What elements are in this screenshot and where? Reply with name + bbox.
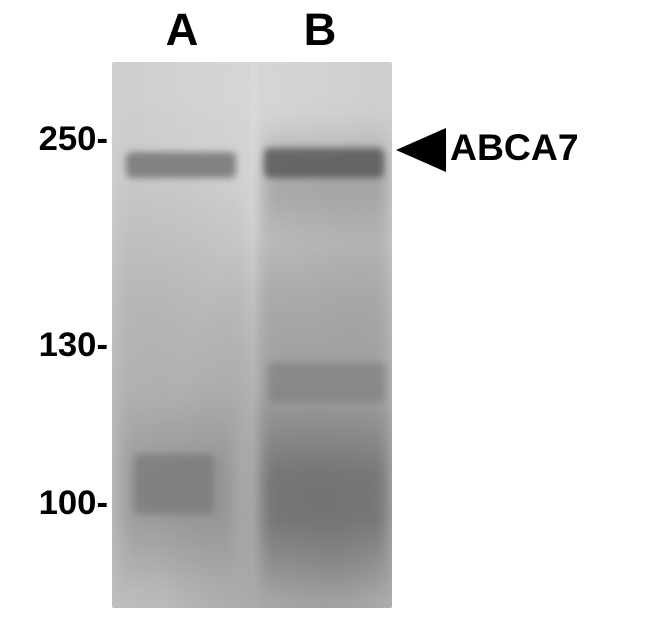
blot-smear: [264, 122, 388, 242]
blot-band: [134, 454, 214, 514]
mw-marker-100: 100-: [39, 484, 108, 523]
target-arrow-icon: [396, 128, 446, 172]
blot-band: [268, 362, 386, 402]
target-label: ABCA7: [450, 126, 579, 169]
lane-label-b: B: [300, 4, 340, 56]
mw-marker-250: 250-: [39, 120, 108, 159]
lane-label-a: A: [162, 4, 202, 56]
blot-band: [264, 148, 384, 178]
mw-marker-130: 130-: [39, 326, 108, 365]
western-blot-membrane: [112, 62, 392, 608]
blot-smear: [262, 392, 388, 602]
lane-divider: [250, 62, 258, 608]
figure-stage: A B 250- 130- 100- ABCA7: [0, 0, 650, 624]
blot-band: [126, 152, 236, 178]
